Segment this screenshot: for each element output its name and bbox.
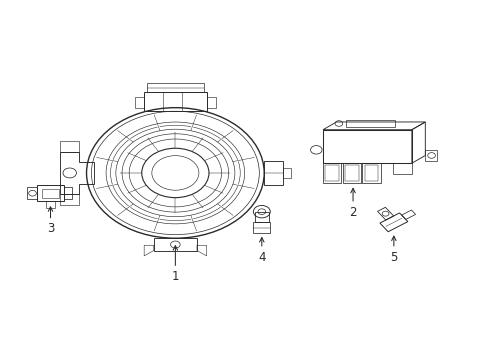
Text: 4: 4 bbox=[258, 251, 266, 264]
Text: 5: 5 bbox=[390, 251, 397, 264]
Text: 1: 1 bbox=[172, 270, 179, 283]
Text: 2: 2 bbox=[349, 206, 357, 219]
Text: 3: 3 bbox=[47, 222, 54, 235]
